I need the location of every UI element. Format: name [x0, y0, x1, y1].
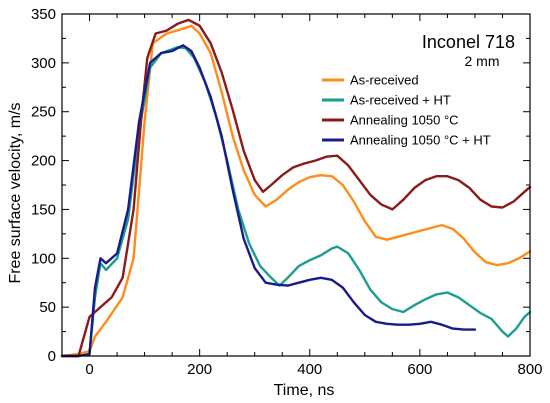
legend: As-received As-received + HT Annealing 105… — [322, 73, 491, 148]
chart-subtitle: 2 mm — [465, 53, 500, 69]
x-axis-label: Time, ns — [274, 382, 335, 399]
y-tick-label: 150 — [31, 201, 56, 218]
y-tick-label: 250 — [31, 104, 56, 121]
y-tick-label: 100 — [31, 250, 56, 267]
series-line-1 — [60, 24, 532, 358]
y-tick-label: 300 — [31, 55, 56, 72]
series-line-4 — [60, 44, 477, 358]
x-tick-label: 800 — [517, 361, 542, 378]
x-tick-label: 0 — [85, 361, 93, 378]
y-tick-label: 50 — [39, 299, 56, 316]
chart-title: Inconel 718 — [422, 32, 515, 52]
x-tick-label: 600 — [407, 361, 432, 378]
legend-label-4: Annealing 1050 °C + HT — [350, 133, 491, 148]
x-tick-label: 200 — [187, 361, 212, 378]
ticks-layer: 0 200 400 600 800 0 50 100 150 200 250 300 350 — [31, 6, 543, 378]
legend-label-2: As-received + HT — [350, 93, 451, 108]
y-tick-label: 350 — [31, 6, 56, 23]
y-tick-label: 200 — [31, 153, 56, 170]
series-line-2 — [60, 46, 532, 358]
x-tick-label: 400 — [297, 361, 322, 378]
y-axis-label: Free surface velocity, m/s — [7, 102, 24, 283]
y-tick-label: 0 — [48, 348, 56, 365]
series-layer — [60, 18, 532, 358]
legend-label-1: As-received — [350, 73, 419, 88]
legend-label-3: Annealing 1050 °C — [350, 113, 459, 128]
